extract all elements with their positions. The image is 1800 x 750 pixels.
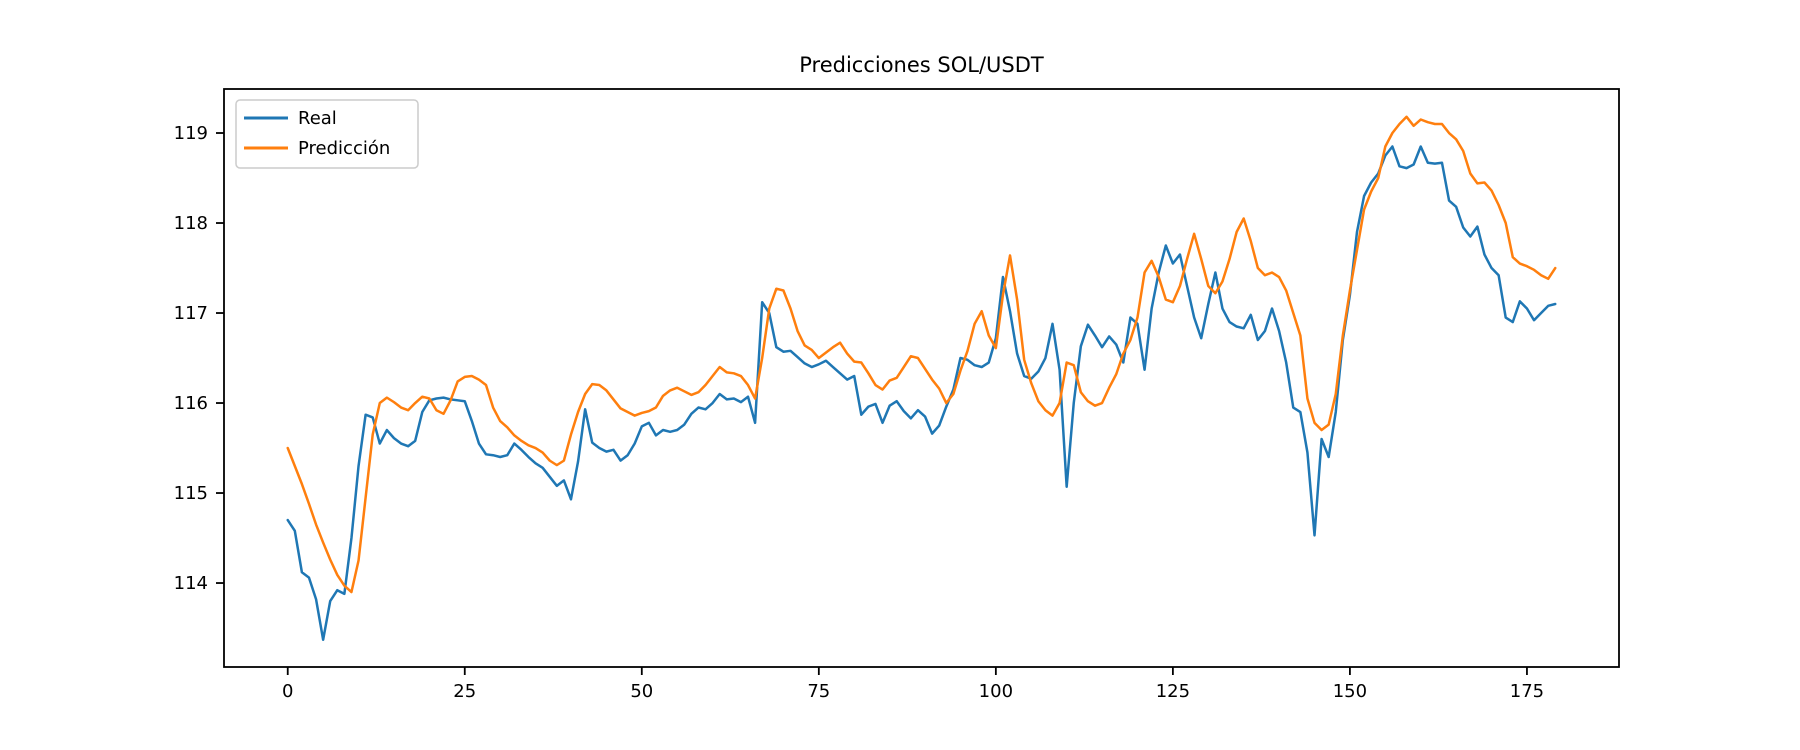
x-tick-label: 150 <box>1333 681 1367 702</box>
legend-box: Real Predicción <box>235 99 419 169</box>
legend-label: Predicción <box>298 138 390 159</box>
y-tick-label: 116 <box>174 393 208 414</box>
series-lines <box>286 115 1557 641</box>
y-tick-label: 119 <box>174 123 208 144</box>
plot-border <box>223 88 1620 668</box>
y-tick-label: 114 <box>174 573 208 594</box>
x-tick-label: 25 <box>453 681 476 702</box>
y-tick-label: 117 <box>174 303 208 324</box>
x-tick-label: 100 <box>979 681 1013 702</box>
x-tick-label: 175 <box>1510 681 1544 702</box>
legend-items: Real Predicción <box>244 108 390 159</box>
y-tick-label: 115 <box>174 483 208 504</box>
chart-title: Predicciones SOL/USDT <box>799 53 1044 77</box>
y-tick-label: 118 <box>174 213 208 234</box>
x-tick-label: 75 <box>807 681 830 702</box>
x-axis-ticks: 0 25 50 75 100 125 150 175 <box>282 667 1544 702</box>
x-tick-label: 0 <box>282 681 293 702</box>
prediccion-line <box>286 115 1557 594</box>
real-line <box>286 145 1557 641</box>
x-tick-label: 50 <box>630 681 653 702</box>
x-tick-label: 125 <box>1156 681 1190 702</box>
y-axis-ticks: 114 115 116 117 118 119 <box>174 123 224 594</box>
legend-label: Real <box>298 108 337 129</box>
plot-area: 0 25 50 75 100 125 150 175 114 115 116 117 118 119 <box>174 88 1620 702</box>
